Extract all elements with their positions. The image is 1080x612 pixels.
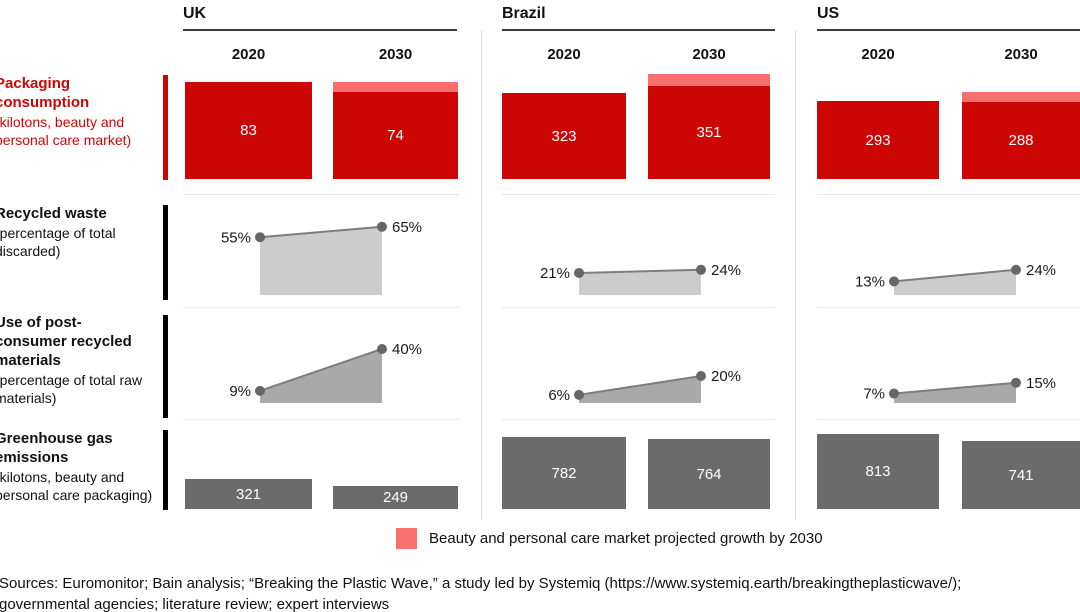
column-divider: [481, 30, 482, 520]
row-accent-rule-packaging: [163, 75, 168, 180]
metric-title: Use of post-consumer recycled materials: [0, 314, 132, 369]
row-separator: [502, 419, 775, 420]
row-separator: [183, 419, 459, 420]
sources-line-2: governmental agencies; literature review…: [0, 596, 390, 612]
row-separator: [502, 194, 775, 195]
country-header-rule: [817, 29, 1080, 31]
packaging-bar-2030-UK: 74: [333, 92, 458, 179]
packaging-bar-2020-UK: 83: [185, 82, 312, 179]
packaging-growth-cap-US: [962, 92, 1080, 102]
packaging-growth-cap-Brazil: [648, 74, 770, 86]
packaging-bar-2030-Brazil: 351: [648, 86, 770, 179]
metric-label-recycled-waste: Recycled waste (percentage of total disc…: [0, 204, 153, 260]
ghg-bar-2020-Brazil: 782: [502, 437, 626, 509]
packaging-bar-2030-US: 288: [962, 102, 1080, 179]
sources-note: Sources: Euromonitor; Bain analysis; “Br…: [0, 573, 961, 612]
column-divider: [795, 30, 796, 520]
metric-subtitle: (percentage of total raw materials): [0, 372, 143, 406]
ghg-bar-2030-UK: 249: [333, 486, 458, 509]
year-label-2020: 2020: [861, 46, 895, 63]
ghg-bar-2020-US: 813: [817, 434, 939, 509]
country-header-uk: UK: [183, 5, 207, 22]
row-accent-rule-recycled-waste: [163, 205, 168, 300]
metric-label-packaging: Packaging consumption (kilotons, beauty …: [0, 74, 153, 149]
metric-subtitle: (percentage of total discarded): [0, 225, 116, 259]
metric-label-post-consumer: Use of post-consumer recycled materials …: [0, 313, 153, 407]
metric-subtitle: (kilotons, beauty and personal care mark…: [0, 114, 132, 148]
metric-label-greenhouse: Greenhouse gas emissions (kilotons, beau…: [0, 429, 153, 504]
metric-title: Packaging consumption: [0, 75, 90, 111]
ghg-bar-2030-US: 741: [962, 441, 1080, 509]
legend-label: Beauty and personal care market projecte…: [429, 530, 823, 547]
year-label-2030: 2030: [378, 46, 413, 63]
row-accent-rule-greenhouse: [163, 430, 168, 510]
metric-title: Greenhouse gas emissions: [0, 430, 113, 466]
ghg-bar-2030-Brazil: 764: [648, 439, 770, 509]
packaging-bar-2020-US: 293: [817, 101, 939, 179]
year-label-2020: 2020: [547, 46, 581, 63]
year-label-2020: 2020: [231, 46, 266, 63]
ghg-bar-2020-UK: 321: [185, 479, 312, 509]
legend-swatch-icon: [396, 528, 417, 549]
row-accent-rule-post-consumer: [163, 315, 168, 418]
year-label-2030: 2030: [1004, 46, 1038, 63]
country-header-rule: [183, 29, 457, 31]
country-header-us: US: [817, 5, 840, 22]
row-separator: [817, 419, 1080, 420]
packaging-bar-2020-Brazil: 323: [502, 93, 626, 179]
row-separator: [183, 194, 459, 195]
sources-line-1: Sources: Euromonitor; Bain analysis; “Br…: [0, 575, 962, 592]
packaging-growth-cap-UK: [333, 82, 458, 92]
country-header-rule: [502, 29, 775, 31]
legend: Beauty and personal care market projecte…: [396, 528, 823, 549]
row-separator: [502, 307, 775, 308]
metric-subtitle: (kilotons, beauty and personal care pack…: [0, 469, 153, 503]
metric-title: Recycled waste: [0, 205, 107, 222]
country-header-brazil: Brazil: [502, 5, 546, 22]
row-separator: [817, 194, 1080, 195]
row-separator: [183, 307, 459, 308]
year-label-2030: 2030: [692, 46, 726, 63]
row-separator: [817, 307, 1080, 308]
